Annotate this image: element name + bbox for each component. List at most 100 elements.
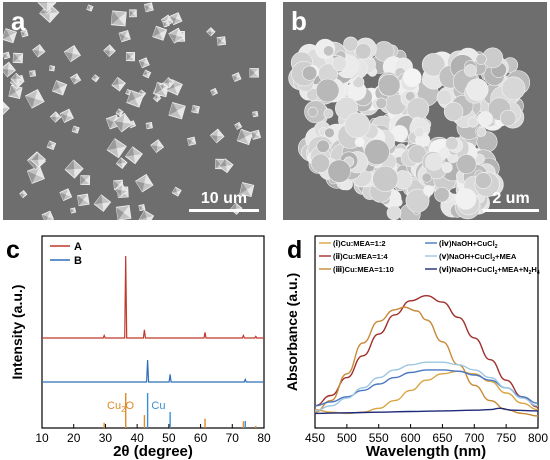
panel-c-xrd-chart: c 10 20 30 40 50 60 70 80 AB Cu2​O Cu 2θ (degree… (6, 235, 271, 460)
sem-particle (236, 128, 254, 146)
sem-agglomerate-grain (355, 43, 372, 60)
sem-agglomerate-grain (324, 127, 335, 139)
sem-particle (152, 94, 162, 103)
sem-particle (70, 207, 77, 214)
sem-particle (3, 101, 10, 115)
sem-agglomerate-grain (316, 139, 330, 153)
sem-particle (231, 72, 242, 83)
panel-c-x-axis: 10 20 30 40 50 60 70 80 (35, 424, 271, 445)
sem-agglomerate-grain (436, 89, 453, 106)
sem-particle (206, 27, 216, 37)
sem-particle (138, 57, 150, 69)
sem-particle (138, 210, 155, 220)
sem-agglomerate-grain (443, 101, 464, 122)
sem-particle (110, 10, 127, 27)
sem-particle (91, 74, 100, 83)
sem-agglomerate-grain (475, 172, 492, 189)
panel-d-legend-label: (ⅵ)NaOH+CuCl2​+MEA+N2​H4​ (439, 265, 540, 276)
sem-particle (20, 29, 29, 38)
sem-particle (37, 2, 57, 13)
panel-d-legend-label: (ⅳ)NaOH+CuCl2​ (439, 239, 498, 250)
panel-a-scale-label: 10 um (200, 190, 248, 207)
panel-d-series-5 (314, 361, 539, 412)
panel-d-y-axis-label: Absorbance (a.u.) (284, 273, 300, 391)
sem-agglomerate-grain (332, 56, 347, 72)
sem-particle (126, 89, 144, 108)
sem-particle (3, 28, 17, 44)
sem-agglomerate-grain (327, 159, 351, 183)
panel-d-series (314, 294, 539, 417)
panel-d-x-tick-label: 550 (369, 431, 389, 445)
sem-agglomerate-grain (343, 36, 359, 52)
panel-d-legend-label: (ⅲ)Cu:MEA=1:10 (333, 265, 394, 274)
sem-particle (115, 108, 124, 117)
sem-particle (152, 25, 168, 41)
sem-agglomerate-grain (423, 185, 434, 196)
sem-particle (49, 111, 62, 123)
sem-agglomerate-grain (455, 188, 477, 210)
sem-particle (111, 76, 126, 92)
sem-particle (26, 165, 45, 184)
sem-particle (106, 138, 127, 159)
panel-d-x-tick-label: 650 (432, 431, 452, 445)
sem-particle (103, 44, 116, 57)
panel-c-y-axis-label: Intensity (a.u.) (9, 285, 25, 380)
panel-b-letter: b (291, 6, 307, 36)
sem-particle (115, 204, 132, 220)
sem-agglomerate-grain (467, 116, 479, 128)
sem-particle (249, 68, 259, 78)
panel-c-x-tick-label: 80 (257, 431, 271, 445)
sem-particle (3, 61, 16, 78)
sem-b-particles (288, 36, 531, 220)
sem-particle (12, 52, 24, 64)
sem-agglomerate-grain (375, 97, 388, 110)
sem-agglomerate-grain (445, 136, 459, 151)
sem-particle (216, 36, 227, 46)
panel-c-x-axis-label: 2θ (degree) (113, 443, 193, 460)
sem-agglomerate-grain (434, 186, 450, 203)
panel-c-x-tick-label: 40 (130, 431, 144, 445)
sem-particle (138, 204, 146, 212)
sem-agglomerate-grain (323, 108, 334, 119)
panel-c-x-tick-label: 50 (162, 431, 176, 445)
panel-d-x-tick-label: 750 (496, 431, 516, 445)
sem-agglomerate-grain (315, 78, 340, 103)
sem-agglomerate-grain (354, 137, 365, 148)
sem-agglomerate-grain (421, 172, 432, 183)
sem-agglomerate-grain (364, 139, 390, 165)
panel-c-plot-frame (41, 235, 265, 429)
sem-particle (135, 173, 154, 193)
panel-d-series-3 (314, 306, 539, 417)
sem-particle (142, 69, 152, 79)
sem-particle (118, 29, 131, 43)
sem-particle (30, 152, 46, 168)
sem-particle (64, 159, 84, 179)
sem-particle (46, 140, 57, 151)
panel-a-scale-bar-line (189, 209, 259, 212)
sem-particle (186, 136, 197, 146)
sem-agglomerate-grain (302, 65, 318, 81)
sem-agglomerate-grain (372, 165, 399, 192)
panel-d-uvvis-chart: d 450 500 550 600 650 700 750 800 (ⅰ)Cu:MEA=1:2… (284, 235, 548, 460)
panel-c-series-A (42, 255, 264, 339)
panel-d-letter: d (287, 236, 302, 264)
sem-particle (150, 139, 165, 154)
sem-particle (10, 72, 23, 85)
panel-c-ref-label-Cu: Cu (151, 400, 165, 412)
sem-particle (124, 146, 143, 165)
sem-particle (191, 104, 200, 114)
sem-particle (114, 183, 128, 197)
panel-d-x-tick-label: 800 (528, 431, 548, 445)
sem-particle (234, 121, 243, 130)
sem-agglomerate-grain (323, 45, 335, 57)
sem-particle (252, 110, 259, 118)
sem-particle (86, 4, 94, 12)
sem-particle (143, 2, 154, 13)
sem-agglomerate-grain (441, 162, 453, 173)
sem-agglomerate-grain (456, 154, 477, 175)
panel-d-x-axis: 450 500 550 600 650 700 750 800 (305, 424, 548, 445)
sem-particle (41, 210, 55, 220)
sem-particle (19, 189, 28, 199)
panel-d-x-tick-label: 600 (401, 431, 421, 445)
panel-b-sem-image: b 2 um (283, 2, 547, 220)
